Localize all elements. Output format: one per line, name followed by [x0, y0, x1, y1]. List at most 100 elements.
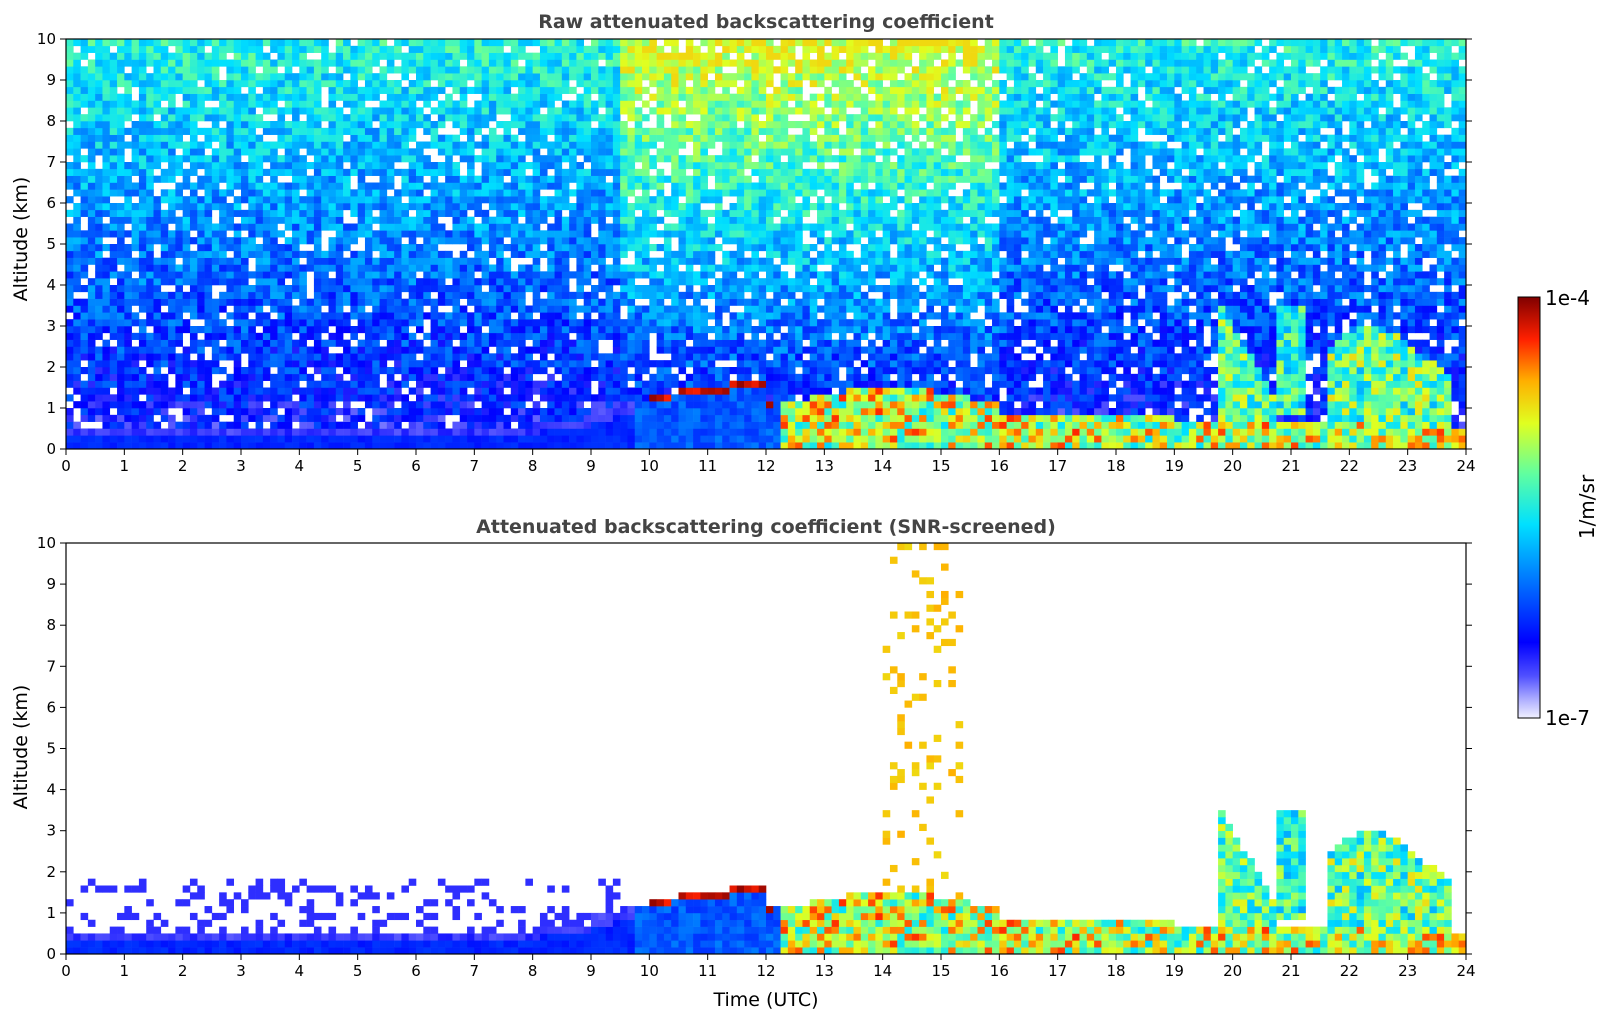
raw-heatmap-cell: [226, 107, 235, 115]
raw-heatmap-cell: [685, 408, 694, 416]
raw-heatmap-cell: [488, 285, 497, 293]
raw-heatmap-cell: [357, 285, 366, 293]
raw-heatmap-cell: [270, 59, 278, 67]
raw-heatmap-cell: [328, 155, 337, 163]
raw-heatmap-cell: [197, 107, 205, 115]
raw-heatmap-cell: [306, 353, 315, 361]
raw-heatmap-cell: [591, 209, 599, 217]
raw-heatmap-cell: [197, 421, 205, 429]
raw-heatmap-cell: [87, 312, 96, 320]
raw-heatmap-cell: [95, 107, 103, 115]
raw-heatmap-cell: [714, 298, 723, 306]
raw-heatmap-cell: [87, 360, 96, 368]
raw-heatmap-cell: [481, 264, 490, 272]
raw-heatmap-cell: [467, 127, 475, 135]
raw-heatmap-cell: [102, 175, 111, 183]
raw-heatmap-cell: [197, 408, 205, 416]
raw-heatmap-cell: [175, 353, 183, 361]
raw-heatmap-cell: [736, 278, 745, 286]
raw-heatmap-cell: [532, 114, 541, 122]
raw-heatmap-cell: [343, 189, 351, 197]
raw-heatmap-cell: [109, 121, 118, 129]
raw-heatmap-cell: [707, 339, 716, 347]
raw-heatmap-cell: [73, 421, 81, 429]
raw-heatmap-cell: [270, 271, 278, 279]
raw-heatmap-cell: [189, 373, 198, 381]
raw-heatmap-cell: [292, 312, 300, 320]
raw-heatmap-cell: [518, 250, 526, 258]
raw-heatmap-cell: [95, 373, 103, 381]
raw-heatmap-cell: [685, 244, 694, 252]
raw-heatmap-cell: [605, 367, 614, 375]
raw-heatmap-cell: [576, 45, 585, 53]
raw-heatmap-cell: [598, 230, 606, 238]
raw-heatmap-cell: [87, 285, 96, 293]
raw-heatmap-cell: [714, 291, 723, 299]
raw-heatmap-cell: [488, 264, 497, 272]
raw-heatmap-cell: [284, 319, 293, 327]
raw-heatmap-cell: [503, 380, 512, 388]
raw-heatmap-cell: [437, 250, 446, 258]
raw-heatmap-cell: [226, 387, 235, 395]
raw-heatmap-cell: [488, 175, 497, 183]
raw-heatmap-cell: [503, 107, 512, 115]
raw-heatmap-cell: [729, 257, 738, 265]
raw-heatmap-cell: [612, 421, 621, 429]
raw-heatmap-cell: [87, 291, 96, 299]
raw-heatmap-cell: [138, 73, 147, 81]
raw-heatmap-cell: [189, 394, 198, 402]
raw-heatmap-cell: [518, 168, 526, 176]
raw-heatmap-cell: [714, 66, 723, 74]
raw-heatmap-cell: [671, 360, 679, 368]
raw-heatmap-cell: [561, 59, 570, 67]
raw-heatmap-cell: [423, 380, 431, 388]
raw-heatmap-cell: [343, 121, 351, 129]
raw-heatmap-cell: [510, 360, 519, 368]
raw-heatmap-cell: [109, 244, 118, 252]
raw-heatmap-cell: [299, 312, 307, 320]
raw-heatmap-cell: [80, 175, 89, 183]
raw-heatmap-cell: [496, 408, 504, 416]
raw-heatmap-cell: [714, 285, 723, 293]
raw-heatmap-cell: [379, 230, 388, 238]
raw-heatmap-cell: [211, 244, 220, 252]
raw-heatmap-cell: [197, 285, 205, 293]
raw-heatmap-cell: [160, 80, 169, 88]
raw-heatmap-cell: [313, 401, 322, 409]
raw-heatmap-cell: [459, 414, 468, 422]
raw-heatmap-cell: [168, 107, 176, 115]
raw-heatmap-cell: [554, 278, 563, 286]
raw-heatmap-cell: [554, 250, 563, 258]
raw-heatmap-cell: [248, 127, 256, 135]
raw-heatmap-cell: [146, 414, 154, 422]
raw-heatmap-cell: [612, 216, 621, 224]
raw-heatmap-cell: [160, 414, 169, 422]
raw-heatmap-cell: [379, 134, 388, 142]
raw-heatmap-cell: [642, 264, 650, 272]
raw-heatmap-cell: [722, 408, 730, 416]
raw-heatmap-cell: [437, 230, 446, 238]
raw-heatmap-cell: [343, 127, 351, 135]
raw-heatmap-cell: [321, 414, 329, 422]
raw-heatmap-cell: [430, 264, 439, 272]
raw-heatmap-cell: [408, 428, 417, 436]
raw-heatmap-cell: [714, 134, 723, 142]
raw-heatmap-cell: [671, 319, 679, 327]
raw-heatmap-cell: [87, 203, 96, 211]
raw-heatmap-cell: [663, 52, 672, 60]
raw-heatmap-cell: [481, 346, 490, 354]
raw-heatmap-cell: [569, 326, 577, 334]
raw-heatmap-cell: [95, 73, 103, 81]
raw-heatmap-cell: [663, 285, 672, 293]
raw-heatmap-cell: [255, 428, 264, 436]
raw-heatmap-cell: [306, 182, 315, 190]
raw-heatmap-cell: [219, 387, 227, 395]
raw-heatmap-cell: [262, 360, 271, 368]
raw-heatmap-cell: [423, 196, 431, 204]
raw-heatmap-cell: [357, 353, 366, 361]
raw-heatmap-cell: [612, 380, 621, 388]
raw-heatmap-cell: [394, 319, 402, 327]
raw-heatmap-cell: [437, 408, 446, 416]
raw-heatmap-cell: [321, 285, 329, 293]
raw-heatmap-cell: [591, 353, 599, 361]
